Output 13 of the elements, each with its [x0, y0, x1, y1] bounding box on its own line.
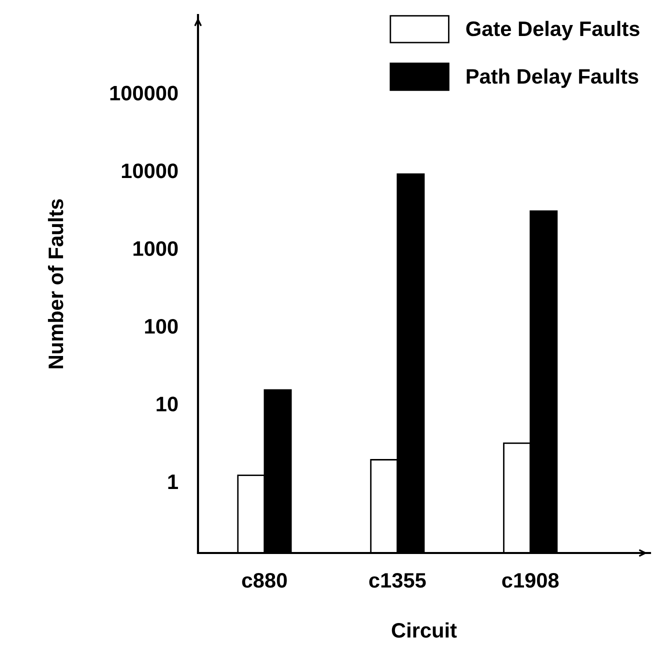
x-tick-label: c880 [242, 572, 287, 588]
legend-label: Gate Delay Faults [466, 20, 640, 40]
x-tick-label: c1355 [369, 572, 426, 588]
y-tick-label: 1000 [134, 241, 178, 256]
x-tick-label: c1908 [502, 572, 559, 588]
legend-label: Path Delay Faults [466, 68, 638, 88]
y-tick-label: 1 [168, 474, 178, 489]
y-tick-label: 10 [156, 396, 178, 412]
y-axis-title: Number of Faults [48, 199, 64, 368]
x-axis-title: Circuit [392, 622, 457, 638]
y-tick-label: 10000 [122, 163, 178, 178]
y-tick-label: 100 [145, 318, 178, 334]
y-tick-label: 100000 [110, 86, 178, 100]
